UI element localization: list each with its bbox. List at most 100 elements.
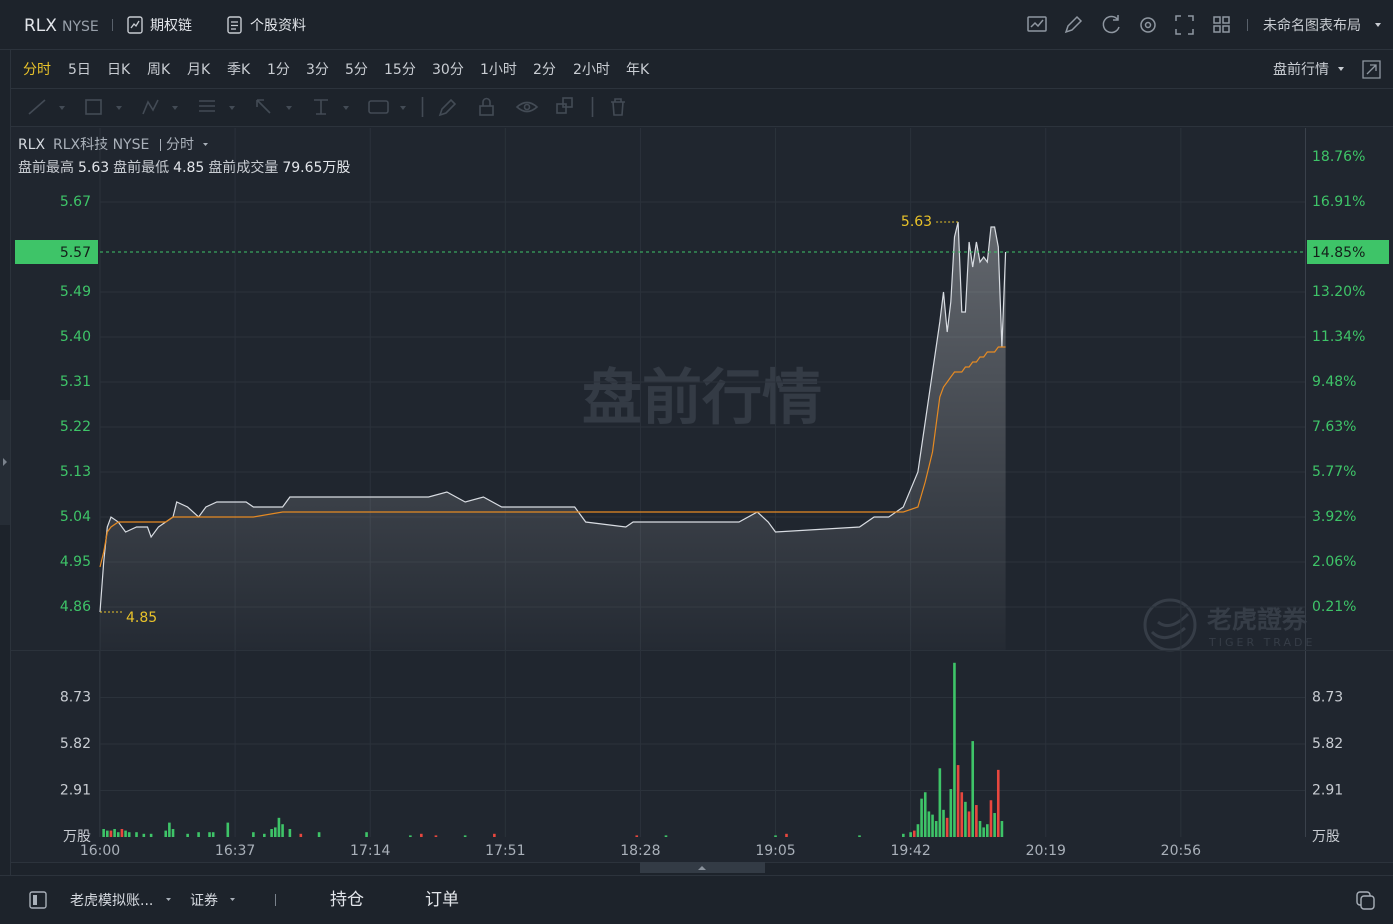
tool-arrow bbox=[116, 106, 122, 110]
volume-bar bbox=[186, 833, 189, 837]
volume-bar bbox=[281, 824, 284, 837]
volume-bar bbox=[277, 817, 281, 837]
volume-bar bbox=[106, 830, 109, 837]
toolbar-icons bbox=[1027, 15, 1230, 35]
annotation-label: 4.85 bbox=[126, 610, 157, 626]
y-tick-label: 5.31 bbox=[60, 374, 91, 390]
indicator-icon[interactable] bbox=[1027, 16, 1047, 32]
y2-tick-label: 16.91% bbox=[1312, 194, 1365, 210]
expand-icon[interactable] bbox=[1362, 60, 1381, 79]
tool-arrow bbox=[400, 106, 406, 110]
volume-bar bbox=[986, 824, 989, 837]
tool-arrow bbox=[286, 106, 292, 110]
period-tab[interactable]: 30分 bbox=[432, 62, 464, 78]
account-selector[interactable]: 老虎模拟账... bbox=[70, 893, 153, 909]
icon-detail bbox=[482, 97, 491, 106]
stat-value: 4.85 bbox=[173, 160, 204, 176]
settings-icon[interactable] bbox=[1140, 17, 1156, 33]
period-tab[interactable]: 日K bbox=[107, 62, 131, 78]
period-tab[interactable]: 周K bbox=[147, 62, 171, 78]
volume-bar bbox=[956, 765, 960, 837]
period-tab[interactable]: 分时 bbox=[23, 62, 51, 78]
period-tab[interactable]: 季K bbox=[227, 62, 251, 78]
y-tick-label: 5.22 bbox=[60, 419, 91, 435]
refresh-icon[interactable] bbox=[1102, 15, 1120, 34]
period-tab[interactable]: 1小时 bbox=[480, 62, 517, 78]
fullscreen-icon[interactable] bbox=[1175, 15, 1194, 35]
tool-trendline[interactable] bbox=[28, 99, 46, 115]
period-tab[interactable]: 2小时 bbox=[573, 62, 610, 78]
chart-name: RLX科技 NYSE bbox=[53, 137, 149, 153]
link-label[interactable]: 个股资料 bbox=[250, 18, 306, 34]
volume-bar bbox=[964, 801, 967, 837]
volume-bar bbox=[934, 821, 938, 837]
volume-bar bbox=[989, 800, 993, 837]
tool-delete[interactable] bbox=[611, 98, 625, 116]
y2-tick-label: 5.82 bbox=[1312, 736, 1343, 752]
market-selector[interactable]: 证券 bbox=[190, 893, 218, 909]
tool-pen[interactable] bbox=[438, 98, 457, 117]
logo-sub: TIGER TRADE bbox=[1208, 636, 1315, 649]
x-tick-label: 19:05 bbox=[755, 843, 795, 859]
period-tab[interactable]: 5分 bbox=[345, 62, 368, 78]
exchange: NYSE bbox=[62, 19, 99, 35]
volume-bar bbox=[920, 798, 923, 837]
current-change-label: 14.85% bbox=[1312, 245, 1365, 261]
icon-detail bbox=[1144, 21, 1152, 29]
layout-name[interactable]: 未命名图表布局 bbox=[1263, 17, 1361, 34]
option-chain-link[interactable]: 期权链 bbox=[127, 16, 192, 34]
volume-bar bbox=[967, 811, 971, 837]
link-label[interactable]: 期权链 bbox=[150, 18, 192, 34]
chart-background bbox=[11, 127, 1393, 862]
volume-bar bbox=[971, 741, 975, 837]
x-tick-label: 18:28 bbox=[620, 843, 660, 859]
chart-period[interactable]: 分时 bbox=[166, 137, 194, 153]
tool-label[interactable] bbox=[368, 100, 389, 114]
x-tick-label: 16:37 bbox=[215, 843, 255, 859]
x-tick-label: 20:19 bbox=[1026, 843, 1066, 859]
tool-rect[interactable] bbox=[85, 99, 102, 115]
session-selector[interactable]: 盘前行情 bbox=[1273, 61, 1329, 78]
tool-arrow bbox=[229, 106, 235, 110]
profile-link[interactable]: 个股资料 bbox=[227, 16, 306, 34]
period-tab[interactable]: 5日 bbox=[68, 62, 91, 78]
tool-fib[interactable] bbox=[199, 100, 215, 112]
icon-detail bbox=[33, 895, 37, 905]
volume-bar bbox=[211, 832, 215, 837]
volume-bar bbox=[664, 835, 668, 837]
period-tab[interactable]: 2分 bbox=[533, 62, 556, 78]
volume-bar bbox=[171, 829, 175, 837]
dropdown-arrow bbox=[1375, 23, 1381, 27]
period-tab[interactable]: 1分 bbox=[267, 62, 290, 78]
tool-lock[interactable] bbox=[479, 105, 494, 116]
y-tick-label: 5.49 bbox=[60, 284, 91, 300]
volume-bar bbox=[164, 830, 168, 837]
volume-bar bbox=[208, 832, 211, 837]
period-tab[interactable]: 月K bbox=[187, 62, 211, 78]
volume-bar bbox=[434, 835, 438, 837]
panel-icon[interactable] bbox=[29, 891, 47, 909]
chart-stats: 盘前最高 5.63 盘前最低 4.85 盘前成交量 79.65万股 bbox=[18, 159, 350, 176]
tool-pointer[interactable] bbox=[256, 99, 271, 114]
period-tab[interactable]: 3分 bbox=[306, 62, 329, 78]
y-tick-label: 2.91 bbox=[60, 782, 91, 798]
draw-icon[interactable] bbox=[1064, 15, 1083, 34]
footer-tab[interactable]: 订单 bbox=[425, 890, 459, 910]
volume-bar bbox=[927, 811, 931, 837]
price-area bbox=[100, 222, 1006, 650]
period-tab[interactable]: 年K bbox=[626, 62, 650, 78]
y-tick-label: 5.67 bbox=[60, 194, 91, 210]
y2-tick-label: 7.63% bbox=[1312, 419, 1356, 435]
icon-detail bbox=[523, 103, 531, 111]
footer-tab[interactable]: 持仓 bbox=[330, 890, 364, 910]
icon-detail bbox=[562, 97, 573, 108]
tool-text[interactable] bbox=[314, 99, 328, 115]
chart-symbol: RLX bbox=[18, 137, 46, 153]
panel-handle-arrow bbox=[698, 866, 706, 870]
layout-icon[interactable] bbox=[1213, 16, 1221, 24]
period-tab[interactable]: 15分 bbox=[384, 62, 416, 78]
tool-eye[interactable] bbox=[515, 101, 539, 113]
plot: 16:00 16:37 17:14 17:51 18:28 19:05 19:42 20:19… bbox=[11, 128, 1393, 859]
tool-wave[interactable] bbox=[142, 99, 159, 115]
tool-copy[interactable] bbox=[556, 103, 567, 114]
